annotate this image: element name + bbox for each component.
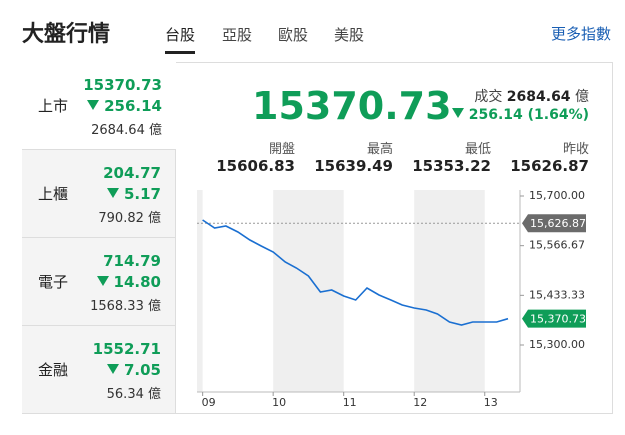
item-name: 電子 [38, 273, 69, 291]
volume: 成交 2684.64 億 [474, 86, 589, 106]
sidebar-item[interactable]: 電子 714.79 14.80 1568.33 億 [22, 238, 176, 326]
stat-label: 最低 [464, 142, 491, 157]
item-change: 256.14 [87, 97, 162, 115]
y-tick-label: 15,566.67 [529, 239, 585, 252]
x-tick-label: 10 [272, 396, 286, 409]
down-arrow [451, 108, 464, 118]
down-arrow [87, 100, 100, 110]
more-link[interactable]: 更多指數 [550, 25, 611, 43]
change-value: 14.80 [113, 273, 161, 291]
item-volume: 56.34 億 [106, 387, 161, 402]
sidebar-item[interactable]: 上櫃 204.77 5.17 790.82 億 [22, 150, 176, 238]
stat-value: 15639.49 [314, 157, 393, 175]
y-tick-label: 15,433.33 [529, 288, 585, 301]
item-change: 5.17 [106, 185, 161, 203]
item-value: 1552.71 [92, 340, 161, 358]
volume-label: 成交 [474, 89, 503, 105]
down-arrow [106, 188, 119, 198]
marker-label: 15,370.73 [530, 313, 586, 326]
marker-box [522, 214, 586, 233]
stat-value: 15353.22 [412, 157, 491, 175]
price-line [202, 219, 509, 326]
change: 256.14 (1.64%) [451, 107, 589, 123]
change-value: 7.05 [123, 361, 161, 379]
item-value: 15370.73 [83, 76, 162, 94]
tab[interactable]: 台股 [165, 24, 196, 54]
sidebar-item[interactable]: 上市 15370.73 256.14 2684.64 億 [22, 62, 176, 150]
tab[interactable]: 亞股 [222, 26, 253, 44]
change-value: 256.14 (1.64%) [468, 107, 589, 123]
item-change: 14.80 [96, 273, 161, 291]
x-tick-label: 12 [413, 396, 427, 409]
stat-value: 15606.83 [216, 157, 295, 175]
page-title: 大盤行情 [22, 22, 111, 47]
volume-unit: 億 [575, 89, 589, 105]
change-value: 5.17 [123, 185, 161, 203]
stat-label: 開盤 [268, 142, 295, 157]
y-tick-label: 15,300.00 [529, 338, 585, 351]
item-name: 上市 [38, 97, 69, 115]
stat-label: 昨收 [562, 142, 589, 157]
item-volume: 2684.64 億 [91, 123, 162, 138]
down-arrow [96, 276, 109, 286]
y-tick-label: 15,700.00 [529, 189, 585, 202]
item-name: 金融 [38, 361, 69, 379]
item-value: 204.77 [103, 164, 161, 182]
item-change: 7.05 [106, 361, 161, 379]
item-name: 上櫃 [38, 185, 69, 203]
price: 15370.73 [252, 84, 452, 128]
tab[interactable]: 美股 [334, 26, 365, 44]
sidebar-item[interactable]: 金融 1552.71 7.05 56.34 億 [22, 326, 176, 414]
change-value: 256.14 [104, 97, 162, 115]
item-volume: 1568.33 億 [90, 299, 161, 314]
volume-value: 2684.64 [506, 89, 571, 105]
item-value: 714.79 [103, 252, 161, 270]
down-arrow [106, 364, 119, 374]
tab[interactable]: 歐股 [278, 26, 309, 44]
stripe [197, 190, 203, 392]
marker-label: 15,626.87 [530, 217, 586, 230]
item-volume: 790.82 億 [98, 211, 161, 226]
marker-box [522, 309, 586, 328]
stripe [414, 190, 485, 392]
stat-label: 最高 [366, 142, 393, 157]
x-tick-label: 13 [484, 396, 498, 409]
stat-value: 15626.87 [510, 157, 589, 175]
x-tick-label: 11 [343, 396, 357, 409]
x-tick-label: 09 [202, 396, 216, 409]
